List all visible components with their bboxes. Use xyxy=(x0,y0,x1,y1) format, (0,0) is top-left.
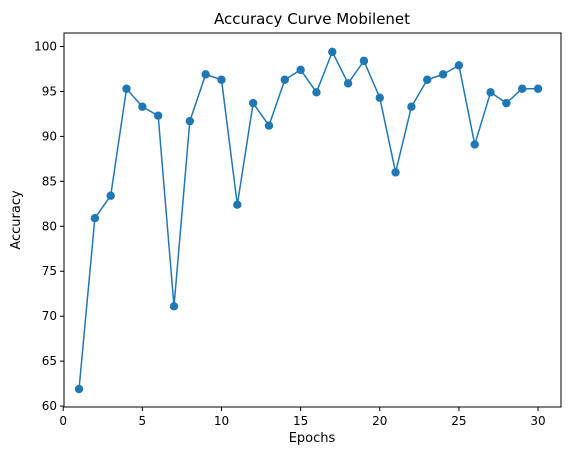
y-axis-label: Accuracy xyxy=(9,190,24,250)
data-point xyxy=(201,70,210,79)
data-point xyxy=(454,61,464,70)
ticks-layer: 0 5 10 15 20 25 30 60 65 70 75 80 85 90 95 100 xyxy=(34,39,546,428)
data-point xyxy=(280,75,290,84)
data-point xyxy=(106,191,115,200)
data-point xyxy=(169,302,179,311)
data-point xyxy=(359,56,369,66)
data-point xyxy=(312,88,321,97)
y-tick-label: 65 xyxy=(42,354,57,368)
y-tick-label: 100 xyxy=(34,39,57,53)
y-tick-label: 60 xyxy=(42,399,57,413)
y-tick-label: 75 xyxy=(42,264,57,278)
x-tick-label: 10 xyxy=(214,414,229,428)
data-point xyxy=(90,214,100,223)
x-tick-label: 5 xyxy=(139,414,147,428)
data-point xyxy=(122,84,131,93)
y-tick-label: 80 xyxy=(42,219,57,233)
y-tick-label: 95 xyxy=(42,84,57,98)
data-point xyxy=(296,65,305,75)
chart-title: Accuracy Curve Mobilenet xyxy=(214,10,410,28)
x-tick-label: 0 xyxy=(59,414,67,428)
data-point xyxy=(423,75,432,84)
data-point xyxy=(438,70,448,79)
x-axis-label: Epochs xyxy=(289,431,336,446)
x-tick-label: 20 xyxy=(372,414,387,428)
data-point xyxy=(328,47,337,57)
data-point xyxy=(74,384,84,394)
y-tick-label: 90 xyxy=(42,129,57,143)
data-point xyxy=(375,93,384,102)
data-point xyxy=(407,102,416,111)
data-point xyxy=(233,200,242,209)
data-point xyxy=(486,88,495,97)
data-point xyxy=(248,98,258,108)
data-point xyxy=(533,84,543,93)
x-tick-label: 25 xyxy=(451,414,466,428)
data-point xyxy=(264,121,274,130)
data-point xyxy=(138,102,147,111)
data-point xyxy=(470,140,479,149)
data-point xyxy=(502,98,511,108)
x-tick-label: 30 xyxy=(530,414,545,428)
x-tick-label: 15 xyxy=(293,414,308,428)
series-line xyxy=(78,51,539,390)
data-point xyxy=(185,116,195,126)
data-point xyxy=(343,79,353,88)
y-tick-label: 85 xyxy=(42,174,57,188)
y-tick-label: 70 xyxy=(42,309,57,323)
data-point xyxy=(217,75,226,84)
data-point xyxy=(518,84,527,93)
data-point xyxy=(391,168,400,177)
plot-layer xyxy=(74,47,543,394)
plot-frame xyxy=(63,32,562,408)
data-point xyxy=(153,111,163,120)
